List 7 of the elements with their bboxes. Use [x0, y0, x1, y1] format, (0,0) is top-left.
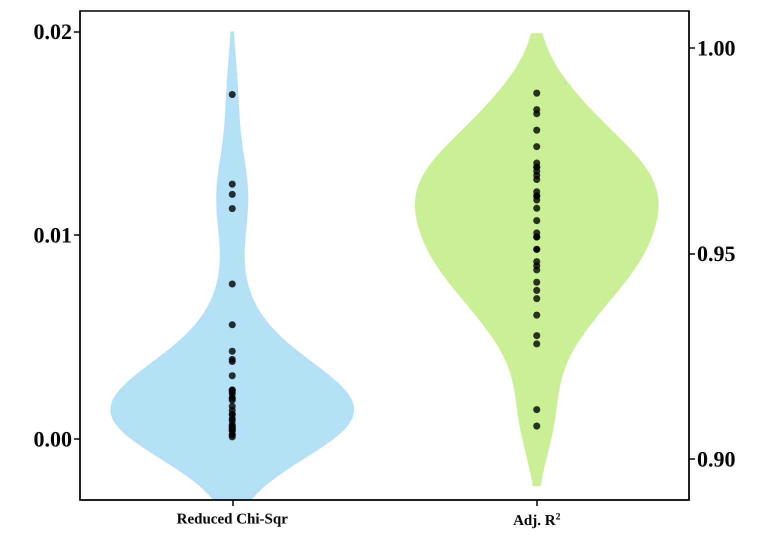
y-tick-label: 0.01 [34, 222, 72, 248]
x-tick-label: Reduced Chi-Sqr [176, 512, 288, 528]
y-tick-label: 0.02 [34, 18, 72, 44]
y2-tick-label: 1.00 [697, 35, 736, 60]
y2-tick-label: 0.90 [697, 446, 736, 472]
y-tick-label: 0.00 [34, 426, 72, 452]
y2-tick-label: 0.95 [697, 240, 736, 266]
